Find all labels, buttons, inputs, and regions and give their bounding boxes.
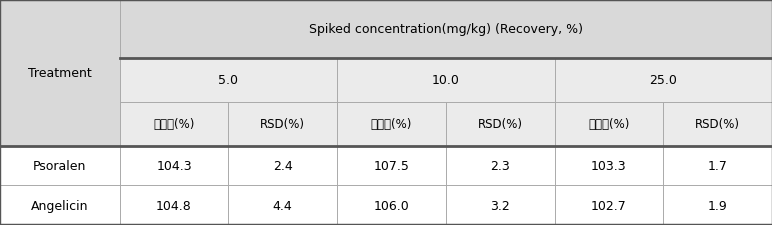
Text: 회수율(%): 회수율(%) <box>154 118 195 131</box>
Text: 102.7: 102.7 <box>591 199 627 212</box>
Text: RSD(%): RSD(%) <box>260 118 305 131</box>
Text: 104.3: 104.3 <box>156 160 191 172</box>
Text: 104.8: 104.8 <box>156 199 192 212</box>
Text: Angelicin: Angelicin <box>31 199 89 212</box>
Text: 회수율(%): 회수율(%) <box>371 118 412 131</box>
Text: 10.0: 10.0 <box>432 74 460 87</box>
Text: 5.0: 5.0 <box>218 74 239 87</box>
Text: 103.3: 103.3 <box>591 160 627 172</box>
Text: 1.7: 1.7 <box>708 160 727 172</box>
Text: 2.3: 2.3 <box>490 160 510 172</box>
Text: RSD(%): RSD(%) <box>478 118 523 131</box>
Text: 4.4: 4.4 <box>273 199 293 212</box>
Text: 25.0: 25.0 <box>649 74 677 87</box>
Text: Psoralen: Psoralen <box>33 160 86 172</box>
Text: 107.5: 107.5 <box>374 160 409 172</box>
Text: RSD(%): RSD(%) <box>695 118 740 131</box>
Text: Spiked concentration(mg/kg) (Recovery, %): Spiked concentration(mg/kg) (Recovery, %… <box>309 23 583 36</box>
Text: 회수율(%): 회수율(%) <box>588 118 630 131</box>
Text: 1.9: 1.9 <box>708 199 727 212</box>
Text: 106.0: 106.0 <box>374 199 409 212</box>
Text: 3.2: 3.2 <box>490 199 510 212</box>
Text: Treatment: Treatment <box>28 67 92 80</box>
Text: 2.4: 2.4 <box>273 160 293 172</box>
